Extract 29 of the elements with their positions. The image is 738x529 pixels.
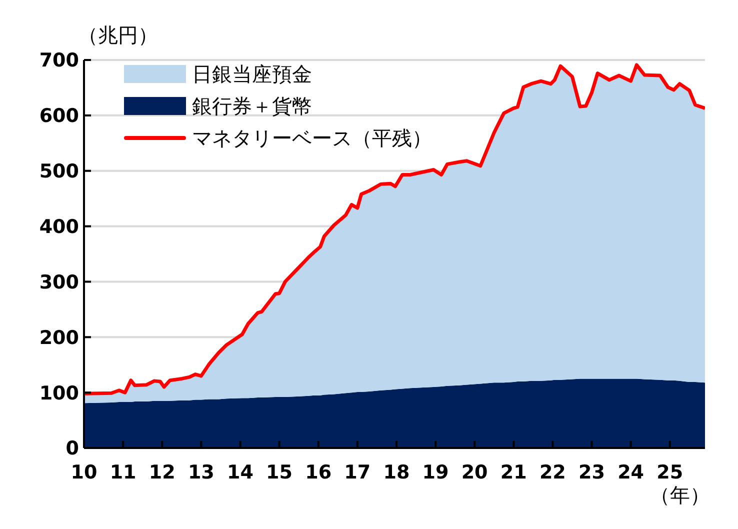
y-tick-label: 200 bbox=[39, 326, 79, 349]
y-tick-label: 400 bbox=[39, 216, 79, 238]
x-tick-label: 13 bbox=[188, 461, 214, 484]
y-tick-label: 0 bbox=[66, 438, 79, 460]
x-tick-label: 11 bbox=[110, 461, 136, 484]
x-tick-label: 19 bbox=[422, 461, 449, 484]
x-tick-label: 21 bbox=[500, 461, 527, 484]
y-tick-label: 100 bbox=[39, 382, 79, 404]
legend-label: マネタリーベース（平残） bbox=[192, 125, 432, 152]
y-tick-label: 500 bbox=[39, 160, 79, 183]
y-axis-title: （兆円） bbox=[78, 22, 158, 49]
x-axis-title: （年） bbox=[650, 482, 710, 509]
x-tick-label: 18 bbox=[383, 461, 410, 484]
legend-label: 日銀当座預金 bbox=[192, 61, 312, 88]
x-tick-label: 24 bbox=[618, 461, 644, 484]
legend-label: 銀行券＋貨幣 bbox=[192, 93, 312, 120]
x-tick-label: 23 bbox=[578, 461, 605, 484]
x-tick-label: 17 bbox=[344, 461, 371, 484]
x-tick-label: 20 bbox=[461, 461, 488, 484]
x-tick-label: 10 bbox=[70, 461, 98, 484]
y-tick-label: 300 bbox=[39, 271, 79, 294]
x-tick-label: 15 bbox=[266, 461, 293, 484]
x-tick-label: 25 bbox=[656, 461, 684, 484]
y-tick-label: 700 bbox=[39, 50, 79, 72]
x-tick-label: 22 bbox=[539, 461, 566, 484]
y-tick-label: 600 bbox=[39, 105, 79, 128]
x-tick-label: 12 bbox=[148, 461, 176, 484]
x-tick-label: 14 bbox=[227, 461, 254, 484]
x-tick-label: 16 bbox=[305, 461, 332, 484]
